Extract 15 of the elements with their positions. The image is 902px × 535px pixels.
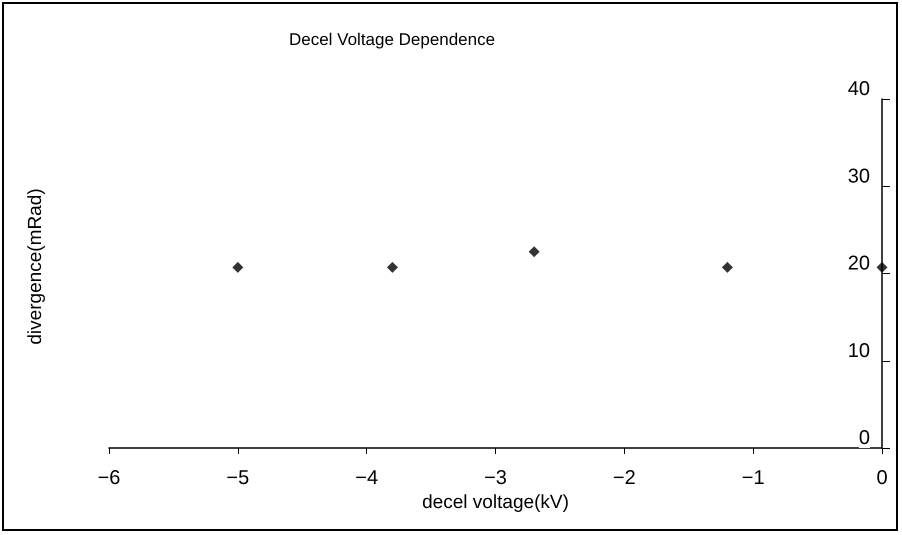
x-tick-label: 0 [876, 467, 888, 489]
x-tick-label: −5 [226, 467, 250, 489]
y-tick-label: 40 [848, 78, 870, 100]
y-axis-title: divergence(mRad) [25, 188, 46, 345]
x-tick-label: −1 [742, 467, 765, 489]
x-axis-title: decel voltage(kV) [422, 492, 569, 513]
y-tick-label: 30 [848, 165, 870, 188]
y-tick-label: 20 [848, 252, 870, 274]
x-tick-label: −6 [98, 467, 120, 489]
chart-title: Decel Voltage Dependence [289, 30, 496, 49]
x-tick-label: −4 [355, 467, 378, 489]
x-tick-label: −3 [484, 467, 507, 489]
y-tick-label: 10 [848, 340, 870, 362]
x-tick-label: −2 [612, 467, 636, 489]
y-tick-label: 0 [858, 427, 870, 449]
